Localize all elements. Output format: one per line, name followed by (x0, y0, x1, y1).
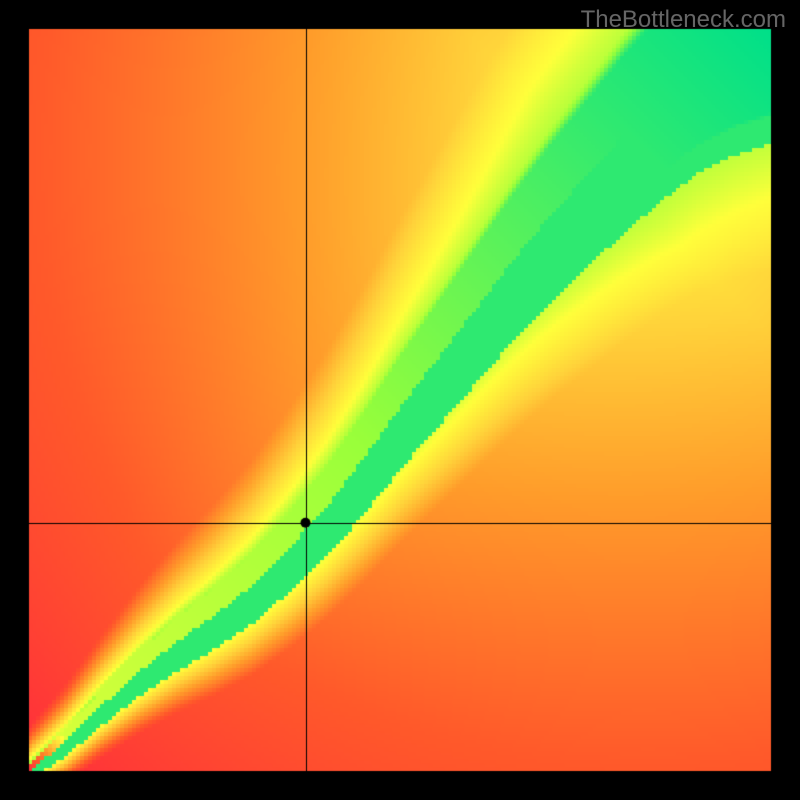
watermark-text: TheBottleneck.com (581, 6, 786, 34)
bottleneck-heatmap (0, 0, 800, 800)
